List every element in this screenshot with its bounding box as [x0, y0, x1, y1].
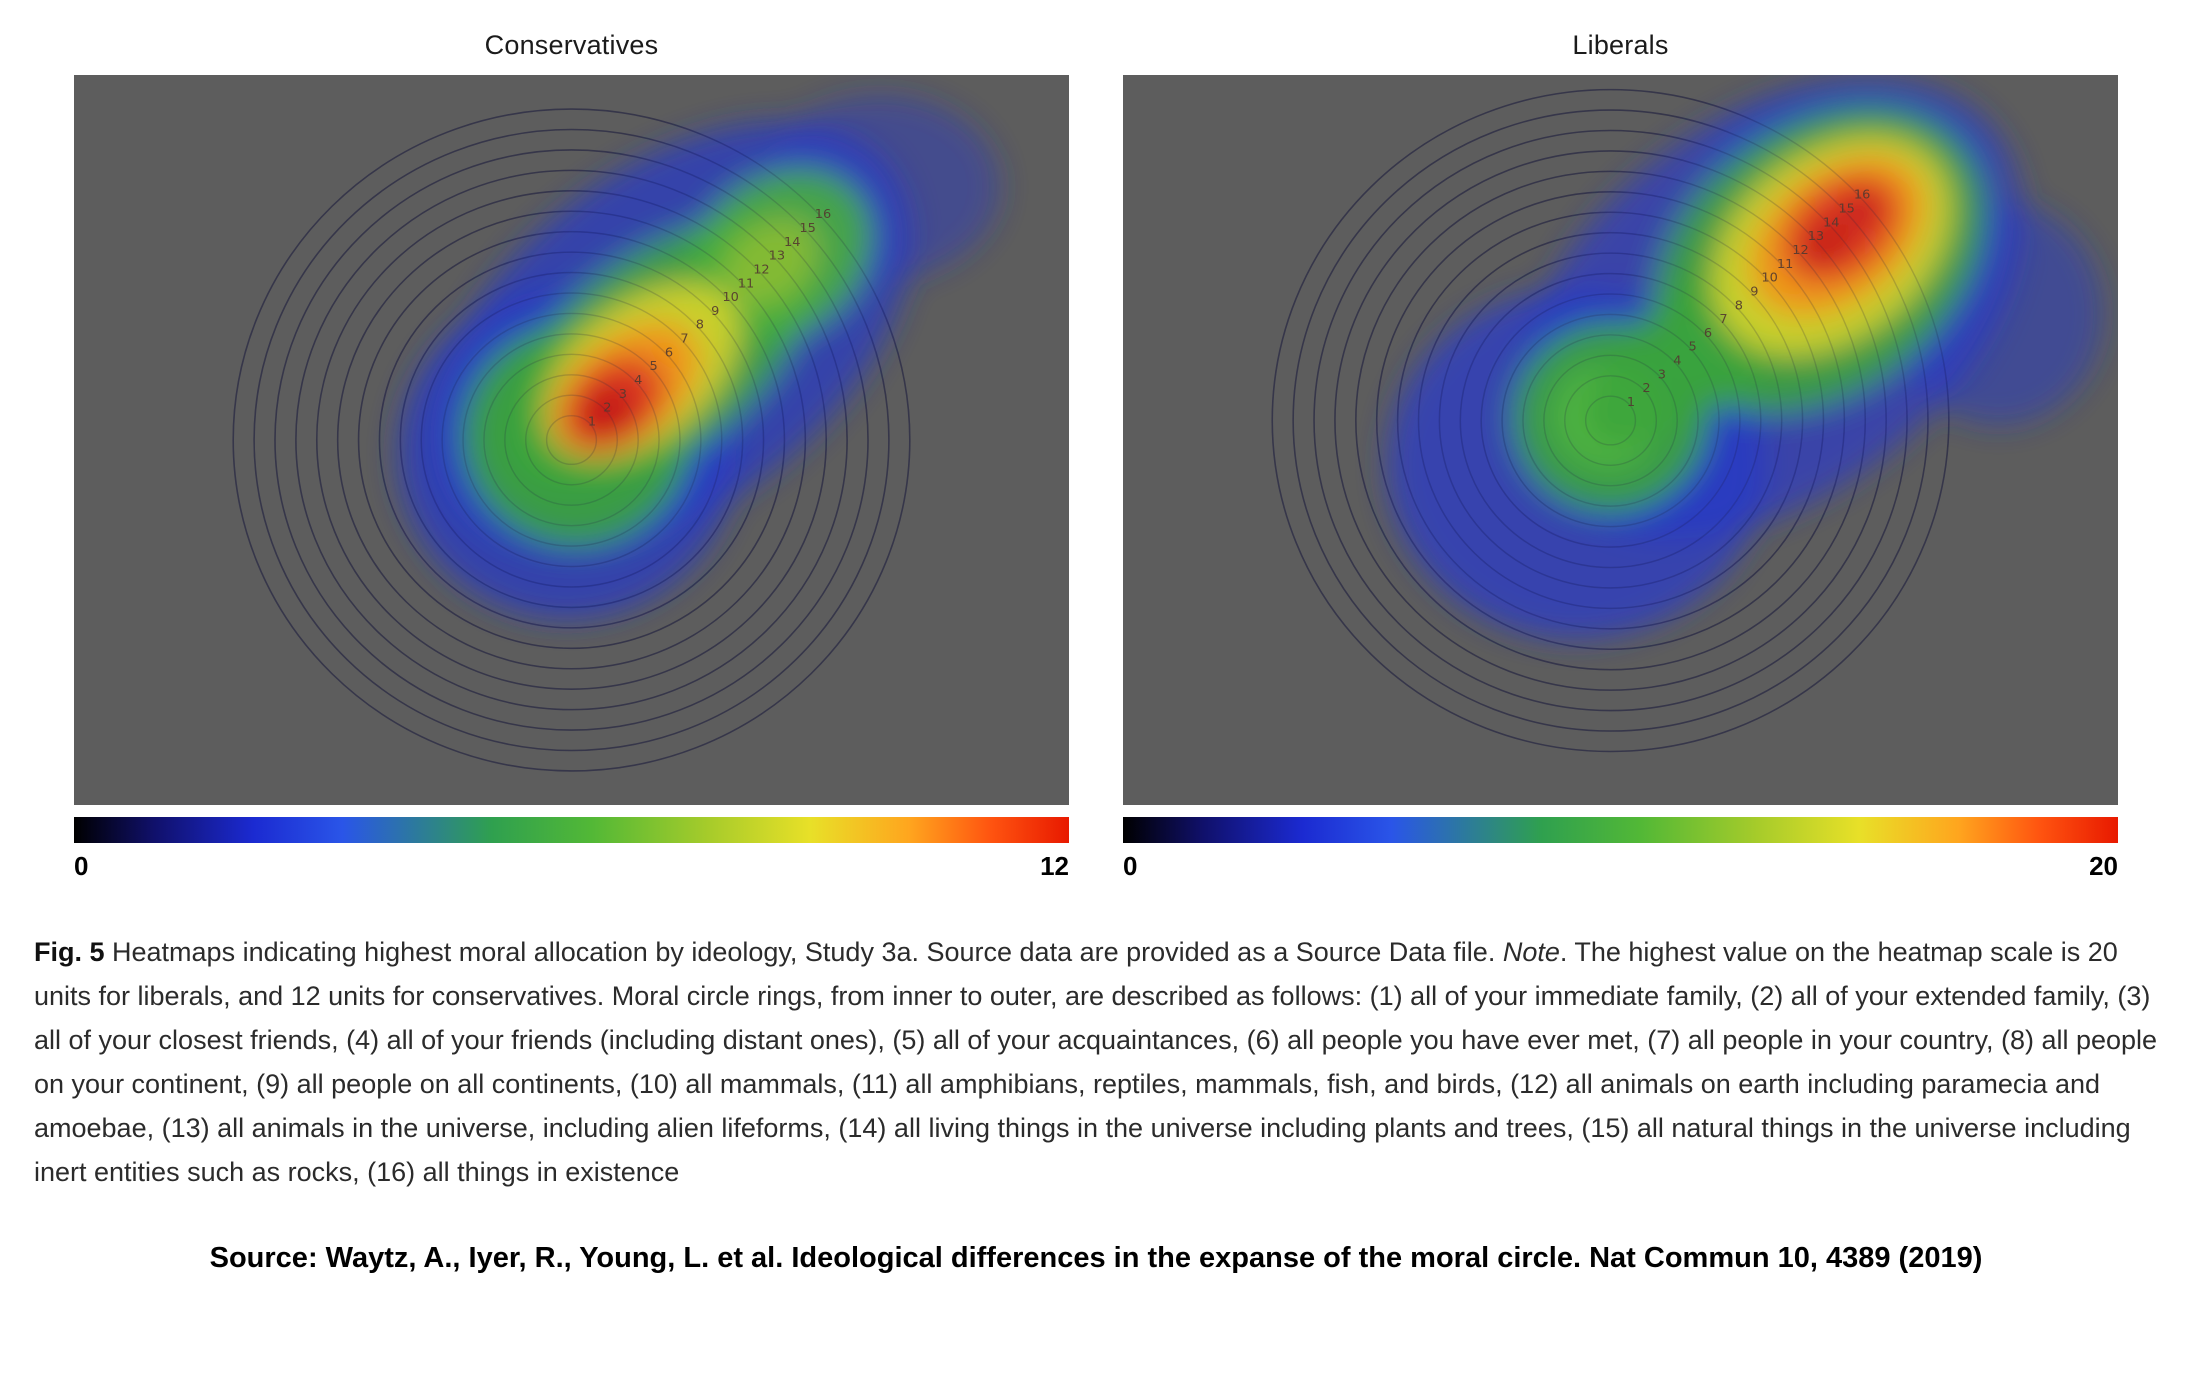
panel-title-liberals: Liberals	[1572, 30, 1669, 60]
svg-text:6: 6	[1704, 326, 1712, 341]
heatmap-plot-conservatives: 1 2 3 4 5 6 7 8 9 10 11 12 13 14 15 16	[74, 75, 1069, 805]
svg-text:16: 16	[1854, 188, 1870, 203]
charts-row: Conservatives	[30, 30, 2162, 882]
svg-text:15: 15	[1838, 202, 1854, 217]
svg-text:9: 9	[711, 304, 719, 319]
svg-text:10: 10	[1761, 271, 1777, 286]
colorbar-max-label: 12	[1040, 851, 1069, 881]
moral-circle-rings-overlay	[1271, 88, 1950, 753]
svg-text:4: 4	[634, 373, 642, 388]
moral-circle-rings-overlay	[232, 108, 911, 772]
colorbar-scale-conservatives: 0 12	[74, 851, 1069, 882]
heatmap-density-layer	[397, 94, 1000, 621]
svg-text:14: 14	[784, 235, 800, 250]
svg-text:5: 5	[1689, 340, 1697, 355]
svg-text:2: 2	[603, 401, 611, 416]
svg-text:14: 14	[1823, 215, 1839, 230]
figure-caption: Fig. 5 Heatmaps indicating highest moral…	[34, 930, 2158, 1194]
colorbar-scale-liberals: 0 20	[1123, 851, 2118, 882]
svg-text:7: 7	[1719, 312, 1727, 327]
panel-liberals: Liberals	[1123, 30, 2118, 882]
svg-text:7: 7	[680, 332, 688, 347]
svg-text:11: 11	[738, 276, 754, 291]
svg-text:9: 9	[1750, 285, 1758, 300]
svg-text:4: 4	[1673, 354, 1681, 369]
colorbar-conservatives	[74, 817, 1069, 843]
svg-text:12: 12	[1792, 243, 1808, 258]
panel-title-conservatives: Conservatives	[484, 30, 659, 60]
svg-text:12: 12	[753, 263, 769, 278]
svg-text:13: 13	[769, 249, 785, 264]
svg-text:1: 1	[588, 415, 596, 430]
colorbar-min-label: 0	[1123, 851, 1138, 881]
figure-caption-label: Fig. 5	[34, 937, 105, 967]
panel-conservatives: Conservatives	[74, 30, 1069, 882]
svg-text:8: 8	[1735, 298, 1743, 313]
svg-text:5: 5	[649, 359, 657, 374]
figure-caption-note-label: Note	[1502, 937, 1560, 967]
svg-text:3: 3	[619, 387, 627, 402]
figure-caption-text-1: Heatmaps indicating highest moral alloca…	[104, 937, 1503, 967]
source-line: Source: Waytz, A., Iyer, R., Young, L. e…	[209, 1242, 1983, 1274]
heatmap-density-layer	[1386, 78, 2104, 640]
colorbar-liberals	[1123, 817, 2118, 843]
svg-text:10: 10	[722, 290, 738, 305]
figure-caption-text-2: . The highest value on the heatmap scale…	[34, 937, 2158, 1187]
svg-text:2: 2	[1642, 381, 1650, 396]
svg-text:15: 15	[799, 221, 815, 236]
heatmap-plot-liberals: 1 2 3 4 5 6 7 8 9 10 11 12 13 14 15 16	[1123, 75, 2118, 805]
svg-text:11: 11	[1777, 257, 1793, 272]
colorbar-max-label: 20	[2089, 851, 2118, 881]
svg-text:1: 1	[1627, 395, 1635, 410]
svg-text:6: 6	[665, 346, 673, 361]
colorbar-min-label: 0	[74, 851, 89, 881]
svg-text:8: 8	[696, 318, 704, 333]
svg-text:13: 13	[1808, 229, 1824, 244]
svg-text:3: 3	[1658, 368, 1666, 383]
svg-text:16: 16	[815, 207, 831, 222]
